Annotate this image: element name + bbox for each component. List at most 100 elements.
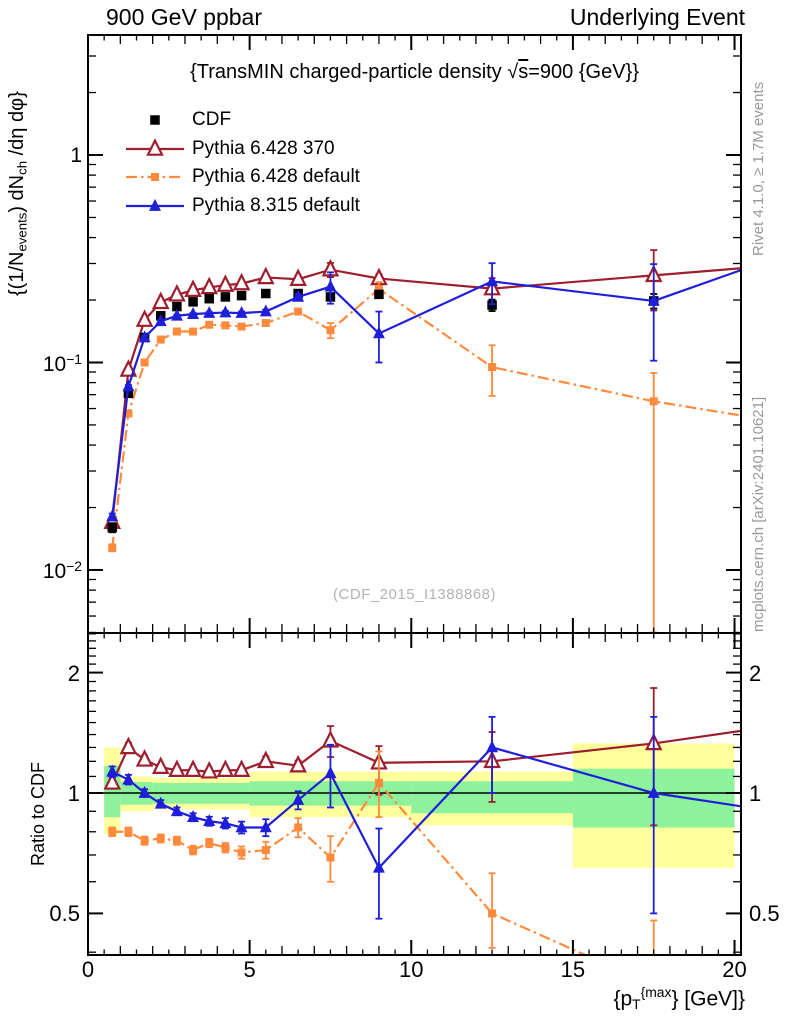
x-axis-label: {pT{max} [GeV]}: [613, 984, 745, 1013]
legend-marker-cdf: [150, 115, 160, 125]
series-pythia-6-428-default-ratio: [108, 750, 658, 955]
legend-item-pythia-6-428-370: Pythia 6.428 370: [124, 135, 360, 164]
data-point-marker: [649, 397, 658, 406]
data-point-marker: [203, 814, 216, 827]
data-point-marker: [204, 293, 214, 304]
data-point-marker: [488, 363, 497, 372]
data-point-marker: [232, 272, 251, 291]
ratio-y-tick-label-right: 2: [749, 660, 762, 686]
data-point-marker: [156, 335, 165, 344]
data-point-marker: [172, 836, 181, 845]
x-tick-label: 10: [399, 957, 424, 982]
plot-frames-and-ticks: [87, 34, 742, 956]
band-green: [104, 765, 121, 818]
data-point-marker: [488, 909, 497, 918]
data-point-marker: [189, 846, 198, 855]
data-point-marker: [216, 759, 235, 778]
data-point-marker: [374, 289, 384, 300]
data-point-marker: [168, 759, 186, 778]
data-point-marker: [237, 848, 246, 857]
data-point-marker: [647, 293, 660, 306]
legend: CDF Pythia 6.428 370 Pythia 6.428 default P…: [124, 106, 360, 220]
data-point-marker: [119, 359, 138, 377]
data-point-marker: [235, 305, 248, 318]
series-line: [111, 268, 741, 517]
y-axis-label-main: {(1/Nevents) dNch /dη dφ}: [6, 91, 30, 296]
data-point-marker: [154, 314, 167, 327]
data-point-marker: [205, 838, 214, 847]
data-point-marker: [122, 772, 135, 785]
data-point-marker: [486, 274, 499, 287]
data-point-marker: [372, 326, 385, 339]
series-pythia-8-315-default-main: [106, 262, 741, 522]
series-line: [111, 746, 741, 870]
legend-marker-pythia-6-428-default: [126, 173, 184, 182]
data-point-marker: [138, 785, 151, 798]
series-cdf-main: [107, 288, 659, 534]
data-point-marker: [122, 379, 135, 392]
series-pythia-8-315-default-ratio: [106, 715, 741, 920]
data-point-marker: [372, 860, 385, 873]
data-point-marker: [135, 749, 154, 767]
header-analysis-group: Underlying Event: [569, 4, 745, 30]
data-point-marker: [151, 756, 170, 774]
data-point-marker: [187, 307, 200, 319]
data-point-marker: [220, 292, 231, 302]
data-point-marker: [170, 308, 183, 321]
data-point-marker: [106, 509, 119, 522]
data-point-marker: [219, 816, 232, 829]
data-point-marker: [221, 321, 230, 330]
ratio-y-tick-label-right: 0.5: [749, 901, 780, 927]
legend-label: Pythia 6.428 370: [192, 137, 335, 159]
data-point-marker: [184, 759, 202, 778]
data-point-marker: [326, 853, 335, 862]
series-line: [111, 287, 741, 548]
data-point-marker: [324, 279, 337, 292]
data-point-marker: [256, 750, 275, 769]
data-point-marker: [221, 843, 230, 852]
data-point-marker: [487, 300, 497, 310]
data-point-marker: [151, 291, 170, 310]
data-point-marker: [124, 409, 133, 418]
data-point-marker: [108, 827, 117, 836]
data-point-marker: [184, 279, 202, 297]
side-note-source: mcplots.cern.ch [arXiv:2401.10621]: [750, 396, 767, 632]
data-point-marker: [203, 305, 216, 318]
data-point-marker: [108, 543, 117, 552]
data-point-marker: [374, 285, 383, 294]
data-point-marker: [232, 759, 251, 778]
series-pythia-6-428-default-main: [108, 281, 741, 633]
data-point-marker: [205, 320, 214, 329]
data-point-marker: [324, 766, 337, 779]
data-point-marker: [326, 326, 335, 335]
data-point-marker: [289, 268, 307, 286]
data-point-marker: [168, 283, 186, 302]
data-point-marker: [156, 834, 165, 843]
data-point-marker: [219, 305, 232, 318]
data-point-marker: [140, 358, 149, 367]
data-point-marker: [292, 289, 305, 302]
x-tick-label: 15: [560, 957, 586, 982]
legend-label: CDF: [192, 109, 232, 131]
side-note-generator-version: Rivet 4.1.0, ≥ 1.7M events: [750, 81, 767, 256]
data-point-marker: [236, 290, 247, 301]
plot-title: {TransMIN charged-particle density √s=90…: [190, 61, 639, 83]
data-point-marker: [138, 330, 151, 343]
main-y-tick-label: 10−2: [42, 558, 82, 584]
x-tick-label: 0: [81, 957, 95, 982]
ratio-y-tick-label-right: 1: [749, 781, 762, 806]
data-point-marker: [261, 288, 271, 299]
data-point-marker: [374, 778, 383, 787]
data-point-marker: [124, 827, 133, 836]
header-beam-energy: 900 GeV ppbar: [106, 4, 263, 30]
main-y-tick-label: 10−1: [42, 350, 82, 376]
data-point-marker: [140, 836, 149, 845]
y-axis-label-ratio: Ratio to CDF: [28, 761, 48, 866]
legend-marker-pythia-8-315-default: [126, 198, 184, 211]
data-point-marker: [294, 307, 303, 316]
data-point-marker: [289, 754, 307, 773]
data-point-marker: [294, 823, 303, 832]
data-point-marker: [647, 785, 660, 798]
